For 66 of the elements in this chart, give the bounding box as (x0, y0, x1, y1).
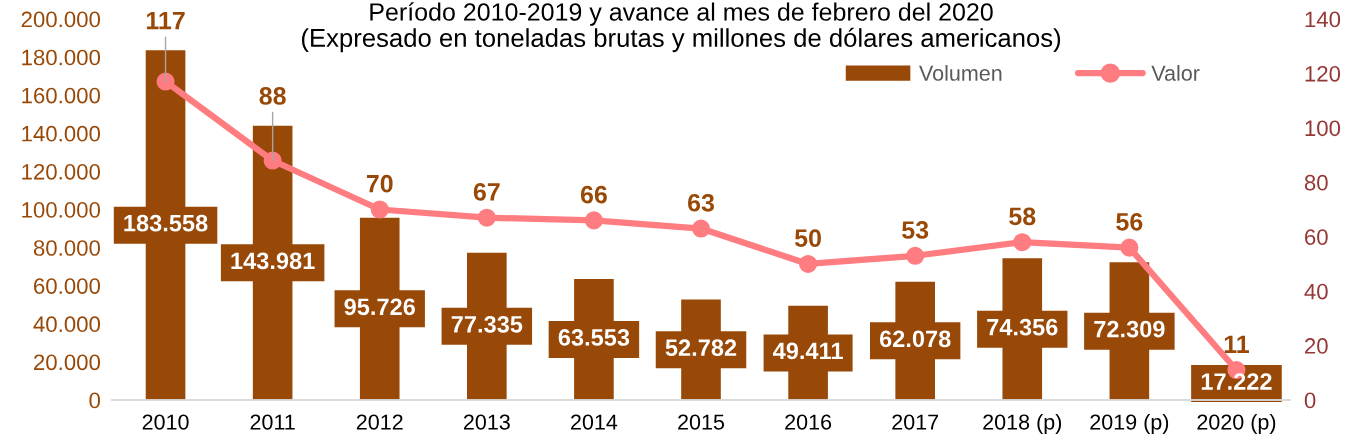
y-tick-label: 200.000 (21, 11, 101, 28)
point (1120, 238, 1139, 257)
data-label: 95.726 (344, 298, 415, 316)
chart-title: Período 2010-2019 y avance al mes de febrero del 2020 (370, 2, 993, 26)
data-label: 66 (580, 185, 607, 204)
y2-tick-label: 100 (1305, 120, 1341, 137)
y-tick-label: 160.000 (22, 87, 101, 104)
legend-label: Volumen (919, 65, 1002, 81)
x-tick-label: 2015 (678, 414, 725, 430)
data-label: 52.782 (665, 339, 737, 357)
point (1013, 233, 1032, 252)
y-tick-label: 0 (89, 392, 101, 409)
legend-label: Valor (1151, 65, 1200, 81)
chart-subtitle: (Expresado en toneladas brutas y millones de dólares americanos) (302, 27, 1061, 53)
x-tick-label: 2012 (356, 414, 403, 430)
point (263, 151, 282, 170)
y-tick-label: 140.000 (22, 125, 101, 142)
x-tick-label: 2017 (892, 414, 939, 430)
y-tick-label: 40.000 (33, 316, 101, 333)
point (906, 246, 925, 265)
y2-tick-label: 140 (1305, 11, 1341, 28)
y2-tick-label: 80 (1304, 174, 1328, 191)
x-tick-label: 2020 (p) (1197, 413, 1276, 434)
data-label: 72.309 (1094, 320, 1165, 338)
point (370, 200, 389, 219)
data-label: 88 (259, 87, 286, 105)
data-label: 11 (1224, 335, 1249, 353)
x-tick-label: 2010 (142, 414, 189, 430)
y2-tick-label: 120 (1305, 65, 1341, 82)
point (691, 219, 711, 238)
x-tick-label: 2011 (250, 414, 295, 430)
y-tick-label: 180.000 (22, 49, 101, 66)
data-label: 117 (146, 11, 185, 30)
data-label: 67 (473, 183, 500, 201)
data-label: 143.981 (231, 252, 315, 270)
point (477, 208, 496, 227)
point (584, 211, 603, 230)
data-label: 49.411 (772, 342, 843, 360)
data-label: 17.222 (1201, 373, 1272, 390)
data-label: 77.335 (451, 315, 523, 333)
data-label: 183.558 (124, 214, 208, 232)
y-tick-label: 100.000 (22, 202, 101, 218)
y-tick-label: 80.000 (33, 240, 101, 256)
x-tick-label: 2013 (463, 414, 510, 430)
x-tick-label: 2018 (p) (983, 413, 1062, 434)
y-tick-label: 20.000 (34, 354, 101, 371)
data-label: 56 (1116, 212, 1143, 231)
x-tick-label: 2014 (571, 414, 618, 430)
data-label: 63 (688, 193, 714, 212)
data-label: 62.078 (879, 330, 951, 348)
data-label: 74.356 (987, 318, 1058, 336)
data-label: 53 (902, 221, 929, 239)
data-label: 63.553 (558, 329, 630, 346)
data-label: 58 (1009, 207, 1036, 226)
y-tick-label: 60.000 (34, 278, 101, 294)
y2-tick-label: 20 (1305, 338, 1328, 354)
y2-tick-label: 0 (1304, 392, 1316, 409)
x-tick-label: 2019 (p) (1090, 413, 1169, 434)
x-tick-label: 2016 (785, 414, 832, 430)
point (156, 72, 175, 91)
y-tick-label: 120.000 (22, 163, 101, 180)
data-label: 70 (366, 174, 393, 193)
data-label: 50 (794, 229, 821, 247)
y2-tick-label: 60 (1305, 229, 1328, 245)
y2-tick-label: 40 (1304, 283, 1328, 300)
point (799, 254, 818, 273)
